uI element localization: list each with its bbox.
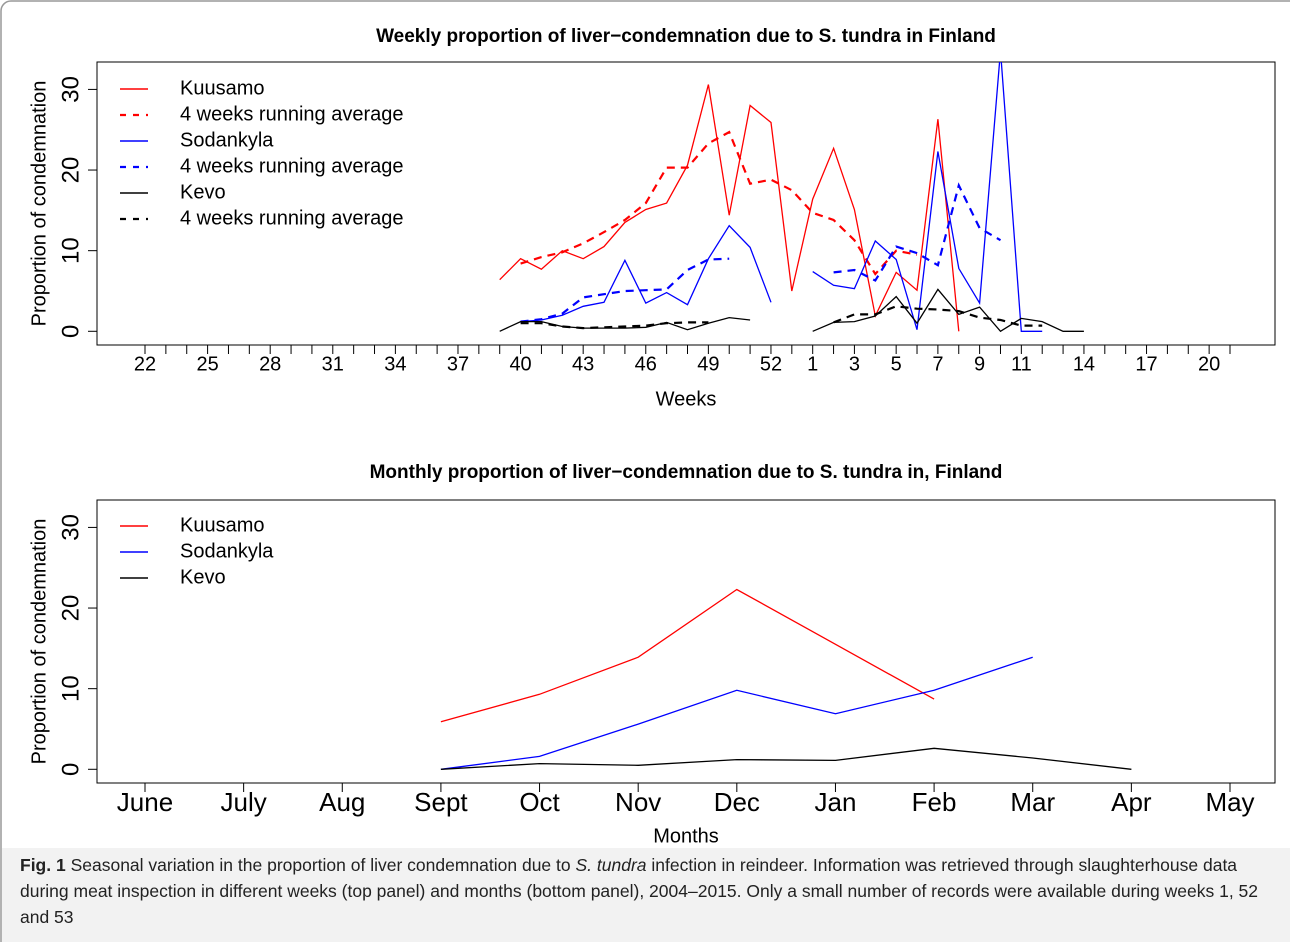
caption-italic: S. tundra <box>575 855 647 875</box>
x-tick-label: 17 <box>1135 353 1157 375</box>
x-tick-label: 52 <box>760 353 782 375</box>
x-tick-label: 3 <box>849 353 860 375</box>
chart-title: Weekly proportion of liver−condemnation … <box>376 26 996 47</box>
x-tick-label: 34 <box>384 353 406 375</box>
x-tick-label: 28 <box>259 353 281 375</box>
legend-label: 4 weeks running average <box>180 155 403 177</box>
y-tick-label: 10 <box>57 675 84 702</box>
legend-label: Sodankyla <box>180 540 274 562</box>
series-line <box>520 62 1043 332</box>
x-tick-label: Nov <box>615 787 661 817</box>
y-tick-label: 0 <box>57 763 84 776</box>
x-tick-label: Apr <box>1111 787 1152 817</box>
caption-text: infection in reindeer. Information was r… <box>20 855 1259 927</box>
caption: Fig. 1 Seasonal variation in the proport… <box>2 848 1290 942</box>
y-tick-label: 30 <box>57 76 84 103</box>
x-axis-label: Weeks <box>656 388 717 410</box>
series-line <box>520 130 918 276</box>
x-tick-label: 9 <box>974 353 985 375</box>
legend-label: Sodankyla <box>180 129 274 151</box>
x-tick-label: Oct <box>519 787 560 817</box>
y-axis-label: Proportion of condemnation <box>28 519 50 765</box>
x-tick-label: Feb <box>912 787 957 817</box>
x-tick-label: 40 <box>509 353 531 375</box>
series-line <box>520 182 1002 323</box>
x-tick-label: 20 <box>1198 353 1220 375</box>
series-line <box>440 588 935 723</box>
x-tick-label: Jan <box>814 787 856 817</box>
x-tick-label: 25 <box>196 353 218 375</box>
chart-title: Monthly proportion of liver−condemnation… <box>370 462 1003 483</box>
x-tick-label: Mar <box>1010 787 1055 817</box>
x-tick-label: Dec <box>714 787 760 817</box>
x-tick-label: 43 <box>572 353 594 375</box>
x-axis-label: Months <box>653 825 719 847</box>
legend-label: 4 weeks running average <box>180 207 403 229</box>
x-tick-label: 37 <box>447 353 469 375</box>
x-tick-label: 49 <box>697 353 719 375</box>
series-line <box>520 305 1043 330</box>
caption-text: Seasonal variation in the proportion of … <box>70 855 571 875</box>
x-tick-label: 31 <box>322 353 344 375</box>
x-tick-label: 1 <box>807 353 818 375</box>
x-tick-label: 7 <box>932 353 943 375</box>
x-tick-label: Aug <box>319 787 365 817</box>
legend-label: Kevo <box>180 566 226 588</box>
legend-label: Kevo <box>180 181 226 203</box>
series-line <box>440 747 1132 770</box>
plot-box <box>96 499 1276 784</box>
legend-label: 4 weeks running average <box>180 103 403 125</box>
x-tick-label: July <box>221 787 267 817</box>
x-tick-label: June <box>117 787 173 817</box>
y-axis-label: Proportion of condemnation <box>28 81 50 327</box>
y-tick-label: 0 <box>57 325 84 338</box>
x-tick-label: Sept <box>414 787 468 817</box>
y-tick-label: 10 <box>57 237 84 264</box>
caption-label: Fig. 1 <box>20 855 66 875</box>
x-tick-label: 14 <box>1073 353 1095 375</box>
x-tick-label: May <box>1205 787 1254 817</box>
series-line <box>440 656 1033 770</box>
y-tick-label: 30 <box>57 514 84 541</box>
y-tick-label: 20 <box>57 595 84 622</box>
x-tick-label: 11 <box>1011 353 1032 375</box>
x-tick-label: 22 <box>134 353 156 375</box>
x-tick-label: 5 <box>891 353 902 375</box>
series-line <box>499 84 960 332</box>
y-tick-label: 20 <box>57 157 84 184</box>
legend-label: Kuusamo <box>180 77 265 99</box>
x-tick-label: 46 <box>635 353 657 375</box>
legend-label: Kuusamo <box>180 514 265 536</box>
